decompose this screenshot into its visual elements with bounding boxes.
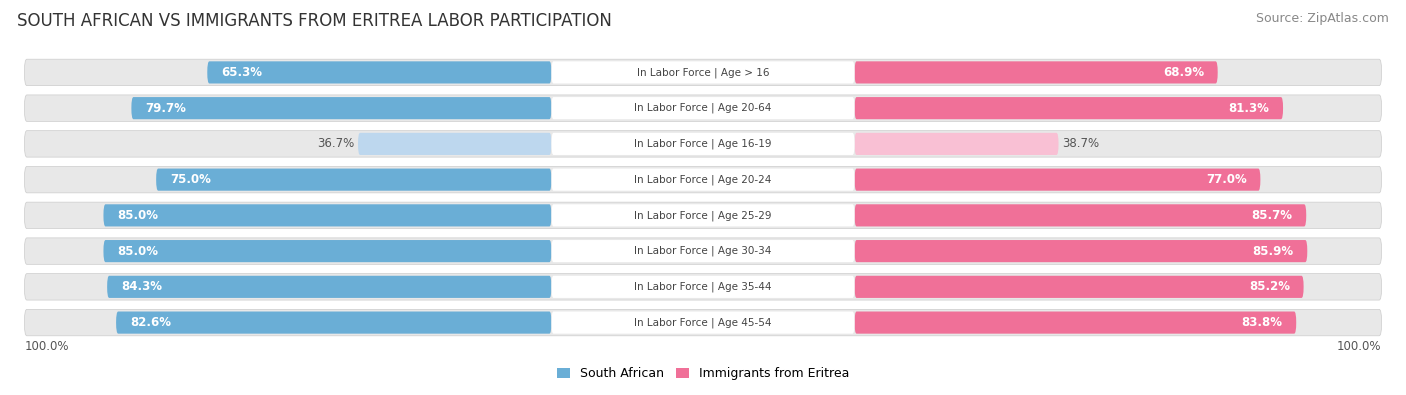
FancyBboxPatch shape [855,204,1306,226]
Text: 84.3%: 84.3% [121,280,162,293]
FancyBboxPatch shape [855,169,1260,191]
Text: In Labor Force | Age 30-34: In Labor Force | Age 30-34 [634,246,772,256]
Text: 79.7%: 79.7% [145,102,186,115]
Text: SOUTH AFRICAN VS IMMIGRANTS FROM ERITREA LABOR PARTICIPATION: SOUTH AFRICAN VS IMMIGRANTS FROM ERITREA… [17,12,612,30]
FancyBboxPatch shape [855,276,1303,298]
FancyBboxPatch shape [24,95,1382,121]
Legend: South African, Immigrants from Eritrea: South African, Immigrants from Eritrea [557,367,849,380]
FancyBboxPatch shape [24,309,1382,336]
Text: 65.3%: 65.3% [221,66,262,79]
FancyBboxPatch shape [551,276,855,298]
Text: In Labor Force | Age 16-19: In Labor Force | Age 16-19 [634,139,772,149]
FancyBboxPatch shape [551,204,855,226]
Text: 75.0%: 75.0% [170,173,211,186]
FancyBboxPatch shape [551,61,855,83]
Text: 85.7%: 85.7% [1251,209,1292,222]
Text: 68.9%: 68.9% [1163,66,1204,79]
Text: In Labor Force | Age 25-29: In Labor Force | Age 25-29 [634,210,772,221]
Text: Source: ZipAtlas.com: Source: ZipAtlas.com [1256,12,1389,25]
Text: 85.9%: 85.9% [1253,245,1294,258]
Text: In Labor Force | Age > 16: In Labor Force | Age > 16 [637,67,769,78]
FancyBboxPatch shape [551,240,855,262]
Text: In Labor Force | Age 20-64: In Labor Force | Age 20-64 [634,103,772,113]
FancyBboxPatch shape [24,238,1382,264]
FancyBboxPatch shape [855,240,1308,262]
FancyBboxPatch shape [24,131,1382,157]
Text: 82.6%: 82.6% [129,316,172,329]
Text: 85.2%: 85.2% [1249,280,1289,293]
FancyBboxPatch shape [156,169,551,191]
FancyBboxPatch shape [24,166,1382,193]
FancyBboxPatch shape [104,240,551,262]
Text: 100.0%: 100.0% [1337,340,1382,354]
FancyBboxPatch shape [551,312,855,334]
Text: In Labor Force | Age 45-54: In Labor Force | Age 45-54 [634,317,772,328]
Text: In Labor Force | Age 20-24: In Labor Force | Age 20-24 [634,174,772,185]
FancyBboxPatch shape [117,312,551,334]
Text: 81.3%: 81.3% [1229,102,1270,115]
FancyBboxPatch shape [24,202,1382,229]
Text: 38.7%: 38.7% [1062,137,1099,150]
Text: 85.0%: 85.0% [117,245,159,258]
FancyBboxPatch shape [855,61,1218,83]
FancyBboxPatch shape [104,204,551,226]
FancyBboxPatch shape [551,133,855,155]
FancyBboxPatch shape [131,97,551,119]
FancyBboxPatch shape [359,133,551,155]
Text: In Labor Force | Age 35-44: In Labor Force | Age 35-44 [634,282,772,292]
Text: 36.7%: 36.7% [318,137,354,150]
FancyBboxPatch shape [855,312,1296,334]
FancyBboxPatch shape [24,59,1382,86]
FancyBboxPatch shape [855,97,1284,119]
FancyBboxPatch shape [207,61,551,83]
Text: 85.0%: 85.0% [117,209,159,222]
Text: 100.0%: 100.0% [24,340,69,354]
Text: 77.0%: 77.0% [1206,173,1247,186]
FancyBboxPatch shape [551,97,855,119]
Text: 83.8%: 83.8% [1241,316,1282,329]
FancyBboxPatch shape [855,133,1059,155]
FancyBboxPatch shape [24,274,1382,300]
FancyBboxPatch shape [551,169,855,191]
FancyBboxPatch shape [107,276,551,298]
